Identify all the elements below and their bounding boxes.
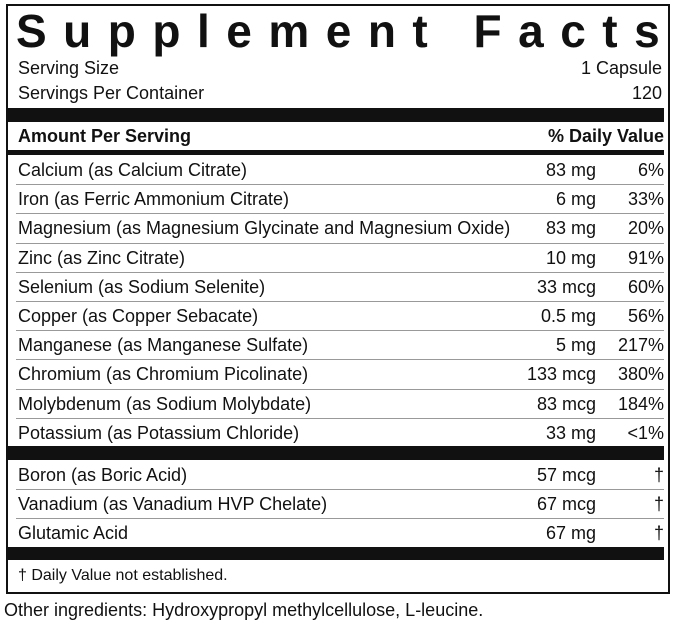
nutrient-name: Manganese (as Manganese Sulfate)	[18, 335, 309, 356]
amount: 133 mcg	[526, 364, 596, 385]
amount: 67 mg	[545, 523, 596, 544]
daily-value: 60%	[627, 276, 664, 297]
amount: 6 mg	[555, 189, 596, 210]
nutrient-name: Copper (as Copper Sebacate)	[18, 306, 259, 326]
header-amount: Amount Per Serving	[18, 126, 192, 146]
nutrient-name: Glutamic Acid	[18, 523, 129, 544]
daily-value: †	[653, 494, 664, 515]
nutrient-name: Vanadium (as Vanadium HVP Chelate)	[18, 494, 328, 515]
thick-bar	[8, 108, 664, 122]
row-divider	[16, 330, 664, 332]
daily-value: 91%	[627, 247, 664, 268]
daily-value: <1%	[627, 422, 664, 443]
amount: 33 mcg	[536, 276, 596, 297]
nutrient-name: Chromium (as Chromium Picolinate)	[18, 364, 309, 385]
servings: 120	[631, 83, 662, 103]
nutrient-name: Molybdenum (as Sodium Molybdate)	[18, 393, 312, 414]
row-divider	[16, 242, 664, 244]
daily-value: 56%	[627, 306, 664, 326]
row-divider	[16, 489, 664, 491]
amount: 67 mcg	[536, 494, 596, 515]
nutrient-name: Selenium (as Sodium Selenite)	[18, 276, 266, 297]
nutrient-name: Boron (as Boric Acid)	[18, 465, 188, 485]
footnote: † Daily Value not established.	[18, 567, 228, 584]
daily-value: †	[653, 523, 664, 544]
row-divider	[16, 518, 664, 520]
daily-value: 6%	[637, 160, 664, 180]
row-divider	[16, 417, 664, 419]
amount: 83 mg	[545, 218, 596, 239]
row-divider	[16, 271, 664, 273]
row-divider	[16, 388, 664, 390]
amount: 33 mg	[545, 422, 596, 443]
serving-size-label: Serving Size	[18, 58, 120, 78]
serving-size: 1 Capsule	[580, 58, 662, 78]
daily-value: 380%	[617, 364, 664, 385]
nutrient-name: Potassium (as Potassium Chloride)	[18, 422, 300, 443]
daily-value: 20%	[627, 218, 664, 239]
daily-value: 33%	[627, 189, 664, 210]
title: Supplement Facts	[16, 5, 677, 57]
row-divider	[16, 184, 664, 186]
other-ingredients: Other ingredients: Hydroxypropyl methylc…	[4, 600, 484, 620]
amount: 5 mg	[555, 335, 596, 356]
amount: 83 mg	[545, 160, 596, 180]
nutrient-name: Zinc (as Zinc Citrate)	[18, 247, 186, 268]
servings-label: Servings Per Container	[18, 83, 205, 103]
daily-value: 184%	[617, 393, 664, 414]
header-rule	[8, 150, 664, 155]
nutrient-name: Iron (as Ferric Ammonium Citrate)	[18, 189, 290, 210]
thick-bar	[8, 446, 664, 460]
nutrient-name: Magnesium (as Magnesium Glycinate and Ma…	[18, 218, 511, 239]
thick-bar	[8, 547, 664, 560]
header-dv: % Daily Value	[547, 126, 664, 146]
nutrient-name: Calcium (as Calcium Citrate)	[18, 160, 248, 180]
amount: 83 mcg	[536, 393, 596, 414]
row-divider	[16, 359, 664, 361]
row-divider	[16, 301, 664, 302]
row-divider	[16, 213, 664, 215]
amount: 10 mg	[545, 247, 596, 268]
amount: 57 mcg	[536, 465, 596, 485]
amount: 0.5 mg	[540, 306, 596, 326]
daily-value: 217%	[617, 335, 664, 356]
daily-value: †	[653, 465, 664, 485]
label-box	[6, 4, 670, 594]
